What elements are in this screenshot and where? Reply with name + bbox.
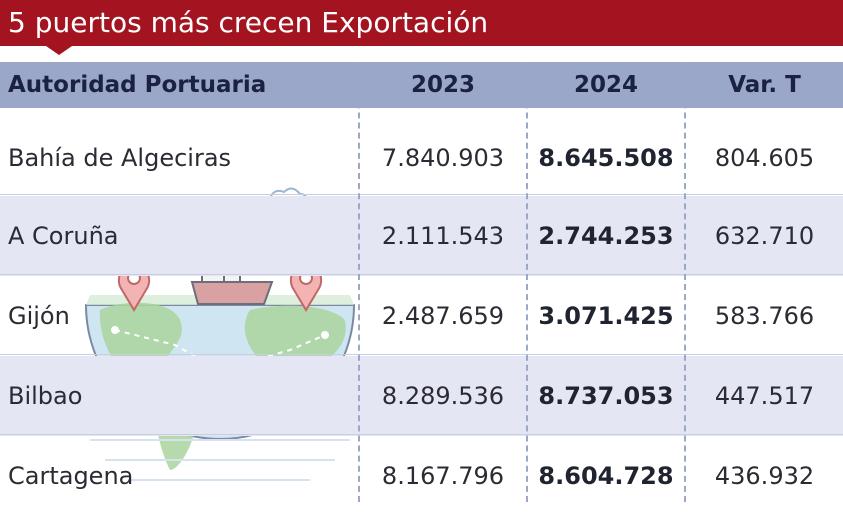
port-name: A Coruña — [8, 222, 119, 250]
title-bar: 5 puertos más crecen Exportación — [0, 0, 843, 46]
value-var: 436.932 — [714, 462, 815, 490]
port-name: Bilbao — [8, 382, 83, 410]
column-divider — [358, 62, 360, 502]
page-title: 5 puertos más crecen Exportación — [8, 6, 489, 39]
value-2024: 8.604.728 — [538, 462, 674, 490]
table-header: Autoridad Portuaria 2023 2024 Var. T — [0, 62, 843, 108]
value-var: 447.517 — [714, 382, 815, 410]
value-var: 804.605 — [714, 144, 815, 172]
table-row: Bilbao 8.289.536 8.737.053 447.517 — [0, 356, 843, 436]
row-divider — [0, 194, 843, 195]
port-name: Bahía de Algeciras — [8, 144, 232, 172]
header-2023: 2023 — [410, 72, 475, 98]
column-divider — [526, 62, 528, 502]
row-divider — [0, 354, 843, 355]
value-var: 583.766 — [714, 302, 815, 330]
port-name: Gijón — [8, 302, 70, 330]
table-row: A Coruña 2.111.543 2.744.253 632.710 — [0, 196, 843, 276]
column-divider — [684, 62, 686, 502]
row-divider — [0, 274, 843, 275]
value-2023: 7.840.903 — [381, 144, 505, 172]
value-2023: 8.289.536 — [381, 382, 505, 410]
value-2023: 2.111.543 — [381, 222, 505, 250]
port-name: Cartagena — [8, 462, 134, 490]
value-2024: 2.744.253 — [538, 222, 674, 250]
table-row: Gijón 2.487.659 3.071.425 583.766 — [0, 276, 843, 356]
header-port: Autoridad Portuaria — [8, 72, 267, 98]
value-2024: 8.645.508 — [538, 144, 674, 172]
table-row: Bahía de Algeciras 7.840.903 8.645.508 8… — [0, 118, 843, 198]
value-var: 632.710 — [714, 222, 815, 250]
title-notch — [46, 46, 72, 55]
header-var: Var. T — [728, 72, 801, 98]
value-2023: 2.487.659 — [381, 302, 505, 330]
value-2024: 3.071.425 — [538, 302, 674, 330]
value-2023: 8.167.796 — [381, 462, 505, 490]
row-divider — [0, 434, 843, 435]
value-2024: 8.737.053 — [538, 382, 674, 410]
header-2024: 2024 — [573, 72, 638, 98]
table-row: Cartagena 8.167.796 8.604.728 436.932 — [0, 436, 843, 516]
